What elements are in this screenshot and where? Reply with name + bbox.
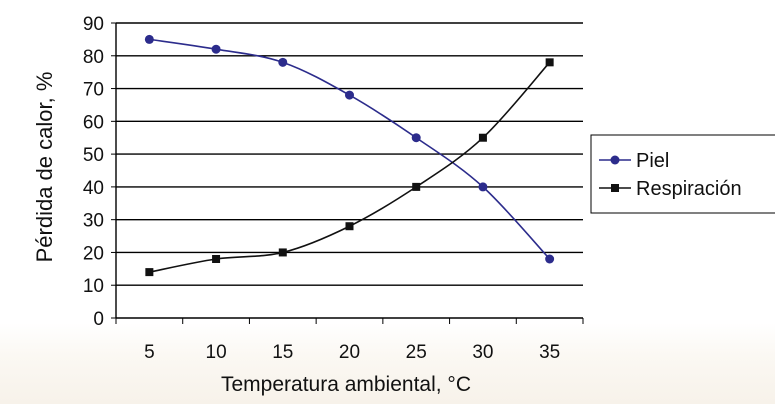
x-tick-label: 5: [144, 342, 155, 363]
data-point-piel: [211, 44, 221, 54]
data-point-respiraci-n: [145, 268, 154, 277]
data-point-respiraci-n: [345, 222, 354, 231]
legend-box: [590, 134, 775, 214]
data-point-respiraci-n: [545, 58, 554, 67]
data-point-piel: [411, 133, 421, 143]
y-tick-label: 80: [83, 47, 104, 68]
y-tick-label: 0: [93, 309, 104, 330]
legend-label-respiraci-n: Respiración: [636, 178, 742, 200]
data-point-respiraci-n: [478, 133, 487, 142]
y-tick-label: 40: [83, 178, 104, 199]
data-point-piel: [278, 57, 288, 67]
x-tick-labels: 5 10 15 20 25 30 35: [144, 342, 560, 363]
axes: [111, 22, 584, 324]
y-tick-label: 60: [83, 112, 104, 133]
legend-marker-piel: [610, 155, 620, 165]
data-point-respiraci-n: [412, 182, 421, 191]
x-tick-label: 25: [406, 342, 427, 363]
legend: Piel Respiración: [590, 134, 775, 214]
y-tick-label: 30: [83, 211, 104, 232]
y-tick-label: 90: [83, 14, 104, 35]
x-tick-label: 20: [339, 342, 360, 363]
y-axis-label: Pérdida de calor, %: [32, 72, 57, 263]
y-tick-label: 70: [83, 80, 104, 101]
y-tick-label: 20: [83, 243, 104, 264]
data-point-piel: [345, 90, 354, 100]
y-tick-label: 10: [83, 276, 104, 297]
y-tick-label: 50: [83, 145, 104, 166]
data-point-respiraci-n: [212, 255, 221, 263]
data-point-piel: [545, 254, 555, 264]
gridlines: [116, 22, 583, 286]
data-point-piel: [144, 34, 154, 44]
data-point-respiraci-n: [278, 248, 287, 257]
x-tick-label: 15: [272, 342, 293, 363]
y-tick-labels: 0 10 20 30 40 50 60 70 80 90: [83, 14, 104, 330]
data-point-piel: [478, 182, 488, 192]
legend-label-piel: Piel: [636, 150, 669, 172]
legend-marker-respiraci-n: [611, 184, 619, 192]
x-axis-label: Temperatura ambiental, °C: [221, 373, 471, 396]
legend-items: Piel Respiración: [599, 150, 742, 200]
x-tick-label: 30: [472, 342, 493, 363]
series: [144, 34, 555, 277]
x-tick-label: 35: [539, 342, 560, 363]
x-tick-label: 10: [206, 342, 227, 363]
